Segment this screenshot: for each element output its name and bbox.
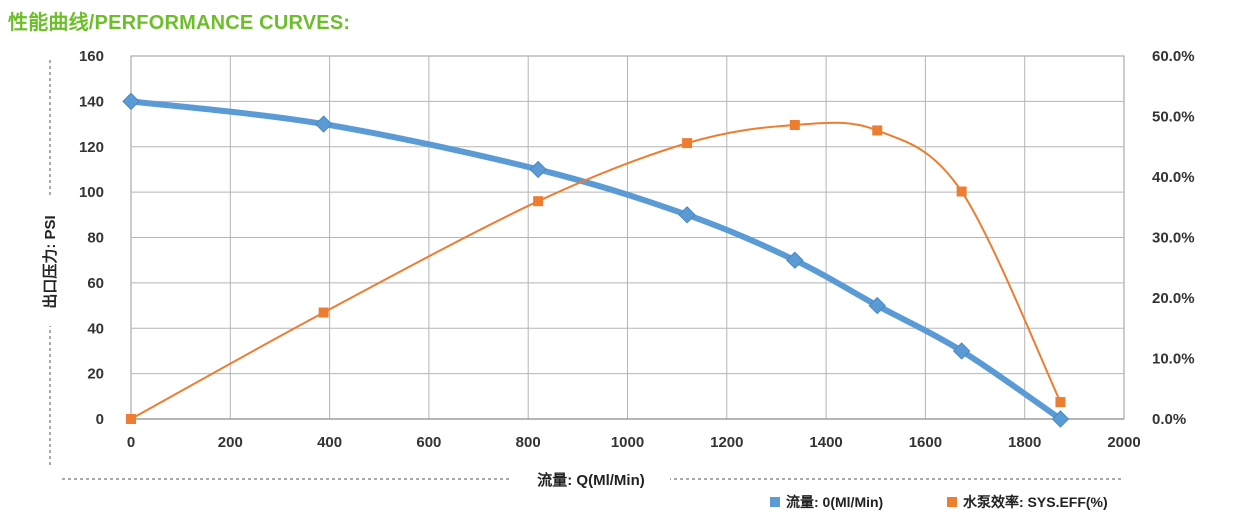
y-axis-title: 出口压力: PSI bbox=[41, 215, 59, 308]
y-tick-label: 40 bbox=[87, 320, 104, 337]
legend-swatch bbox=[947, 497, 957, 507]
y-tick-label: 60 bbox=[87, 275, 104, 292]
data-point-square bbox=[956, 186, 967, 197]
x-tick-label: 2000 bbox=[1107, 434, 1140, 451]
legend-label: 水泵效率: SYS.EFF(%) bbox=[963, 494, 1108, 510]
x-tick-label: 1600 bbox=[909, 434, 942, 451]
x-tick-label: 800 bbox=[516, 434, 541, 451]
legend-swatch bbox=[770, 497, 780, 507]
x-tick-label: 200 bbox=[218, 434, 243, 451]
x-tick-label: 1800 bbox=[1008, 434, 1041, 451]
y-tick-label: 100 bbox=[79, 184, 104, 201]
data-point-square bbox=[1055, 397, 1066, 408]
y2-tick-label: 20.0% bbox=[1152, 290, 1195, 307]
y2-tick-label: 40.0% bbox=[1152, 169, 1195, 186]
data-point-square bbox=[533, 196, 544, 207]
page-title: 性能曲线/PERFORMANCE CURVES: bbox=[8, 12, 351, 34]
y2-tick-label: 30.0% bbox=[1152, 230, 1195, 247]
y2-tick-label: 60.0% bbox=[1152, 48, 1195, 65]
data-point-diamond bbox=[786, 251, 804, 269]
data-point-diamond bbox=[314, 115, 333, 133]
data-point-diamond bbox=[529, 160, 547, 179]
data-point-diamond bbox=[868, 296, 886, 315]
data-point-diamond bbox=[122, 92, 140, 111]
x-tick-label: 400 bbox=[317, 434, 342, 451]
x-axis-title-bg bbox=[512, 466, 670, 490]
y-tick-label: 160 bbox=[79, 48, 104, 65]
y-tick-label: 140 bbox=[79, 93, 104, 110]
data-point-square bbox=[789, 119, 800, 130]
x-tick-label: 1000 bbox=[611, 434, 644, 451]
data-point-square bbox=[126, 414, 136, 424]
data-point-diamond bbox=[678, 206, 696, 224]
y-tick-label: 20 bbox=[87, 366, 104, 383]
data-point-square bbox=[318, 307, 329, 318]
x-tick-label: 600 bbox=[416, 434, 441, 451]
legend-label: 流量: 0(Ml/Min) bbox=[786, 494, 883, 510]
data-point-square bbox=[872, 125, 883, 136]
y-tick-label: 120 bbox=[79, 139, 104, 156]
y-tick-label: 80 bbox=[87, 230, 104, 247]
x-tick-label: 0 bbox=[127, 434, 135, 451]
y2-tick-label: 50.0% bbox=[1152, 109, 1195, 126]
y-tick-label: 0 bbox=[96, 411, 104, 428]
x-tick-label: 1200 bbox=[710, 434, 743, 451]
y2-tick-label: 0.0% bbox=[1152, 411, 1186, 428]
y-axis-title-bg bbox=[41, 198, 61, 326]
data-point-diamond bbox=[952, 342, 971, 360]
data-point-square bbox=[682, 138, 693, 149]
x-axis-title: 流量: Q(Ml/Min) bbox=[537, 471, 644, 489]
x-tick-label: 1400 bbox=[809, 434, 842, 451]
y2-tick-label: 10.0% bbox=[1152, 351, 1195, 368]
data-point-diamond bbox=[1051, 410, 1070, 428]
